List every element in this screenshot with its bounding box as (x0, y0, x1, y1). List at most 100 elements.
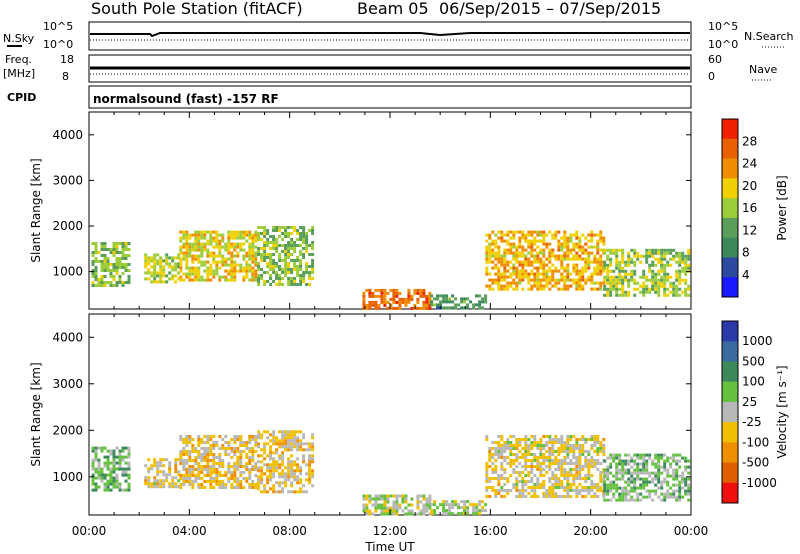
data-cell (203, 245, 207, 249)
data-cell (527, 450, 531, 453)
data-cell (560, 447, 564, 450)
data-cell (109, 263, 113, 266)
data-cell (509, 465, 513, 468)
data-cell (481, 506, 485, 510)
data-cell (442, 300, 446, 304)
data-cell (572, 444, 576, 447)
data-cell (121, 248, 125, 251)
data-cell (106, 281, 110, 284)
data-cell (106, 467, 110, 471)
data-cell (281, 442, 285, 446)
data-cell (272, 433, 276, 437)
data-cell (494, 242, 498, 246)
data-cell (678, 465, 682, 469)
colorbar-tick-label: -25 (742, 415, 762, 429)
data-cell (660, 266, 664, 270)
data-cell (602, 444, 606, 447)
data-cell (293, 244, 297, 247)
data-cell (127, 476, 131, 480)
data-cell (224, 245, 228, 249)
data-cell (209, 483, 213, 486)
data-cell (410, 294, 414, 298)
data-cell (657, 465, 661, 469)
data-cell (227, 245, 231, 249)
data-cell (218, 248, 222, 252)
data-cell (554, 257, 558, 261)
data-cell (512, 483, 516, 486)
data-cell (156, 485, 160, 489)
data-cell (587, 477, 591, 480)
data-cell (278, 430, 282, 434)
data-cell (299, 478, 303, 482)
data-cell (383, 512, 387, 516)
data-cell (153, 476, 157, 480)
data-cell (572, 281, 576, 285)
y-axis-label: Slant Range [km] (29, 158, 43, 262)
data-cell (596, 281, 600, 285)
data-cell (430, 303, 434, 307)
data-cell (203, 456, 207, 459)
data-cell (527, 245, 531, 249)
data-cell (239, 266, 243, 270)
data-cell (212, 459, 216, 462)
data-cell (386, 506, 390, 510)
data-cell (596, 459, 600, 462)
data-cell (560, 257, 564, 261)
data-cell (112, 452, 116, 456)
data-cell (515, 444, 519, 447)
data-cell (506, 480, 510, 483)
data-cell (287, 478, 291, 482)
data-cell (497, 260, 501, 264)
y-tick-label: 2000 (52, 219, 83, 233)
data-cell (230, 456, 234, 459)
data-cell (239, 435, 243, 438)
data-cell (156, 259, 160, 263)
data-cell (669, 248, 673, 252)
data-cell (269, 274, 273, 277)
data-cell (645, 290, 649, 294)
data-cell (485, 245, 489, 249)
data-cell (636, 471, 640, 475)
data-cell (678, 483, 682, 487)
data-cell (603, 486, 607, 490)
data-cell (156, 473, 160, 477)
data-cell (206, 465, 210, 468)
data-cell (518, 474, 522, 477)
data-cell (612, 474, 616, 478)
data-cell (308, 472, 312, 476)
data-cell (233, 266, 237, 270)
data-cell (284, 478, 288, 482)
data-cell (633, 459, 637, 463)
data-cell (542, 453, 546, 456)
data-cell (521, 492, 525, 495)
data-cell (245, 266, 249, 270)
data-cell (121, 254, 125, 257)
data-cell (380, 497, 384, 501)
data-cell (97, 278, 101, 281)
data-cell (681, 257, 685, 261)
data-cell (197, 278, 201, 282)
data-cell (681, 251, 685, 255)
data-cell (147, 458, 151, 462)
data-cell (242, 236, 246, 240)
data-cell (218, 453, 222, 456)
data-cell (269, 235, 273, 238)
colorbar-tick-label: 100 (742, 375, 765, 389)
data-cell (566, 435, 570, 438)
data-cell (395, 494, 399, 498)
data-cell (500, 233, 504, 237)
data-cell (524, 447, 528, 450)
data-region (257, 226, 315, 286)
data-cell (609, 290, 613, 294)
data-cell (362, 294, 366, 298)
data-cell (581, 450, 585, 453)
data-cell (368, 509, 372, 513)
data-cell (266, 466, 270, 470)
data-cell (260, 247, 264, 250)
data-cell (539, 486, 543, 489)
data-cell (263, 232, 267, 235)
data-cell (548, 495, 552, 498)
data-cell (530, 453, 534, 456)
data-cell (188, 456, 192, 459)
data-cell (615, 453, 619, 457)
